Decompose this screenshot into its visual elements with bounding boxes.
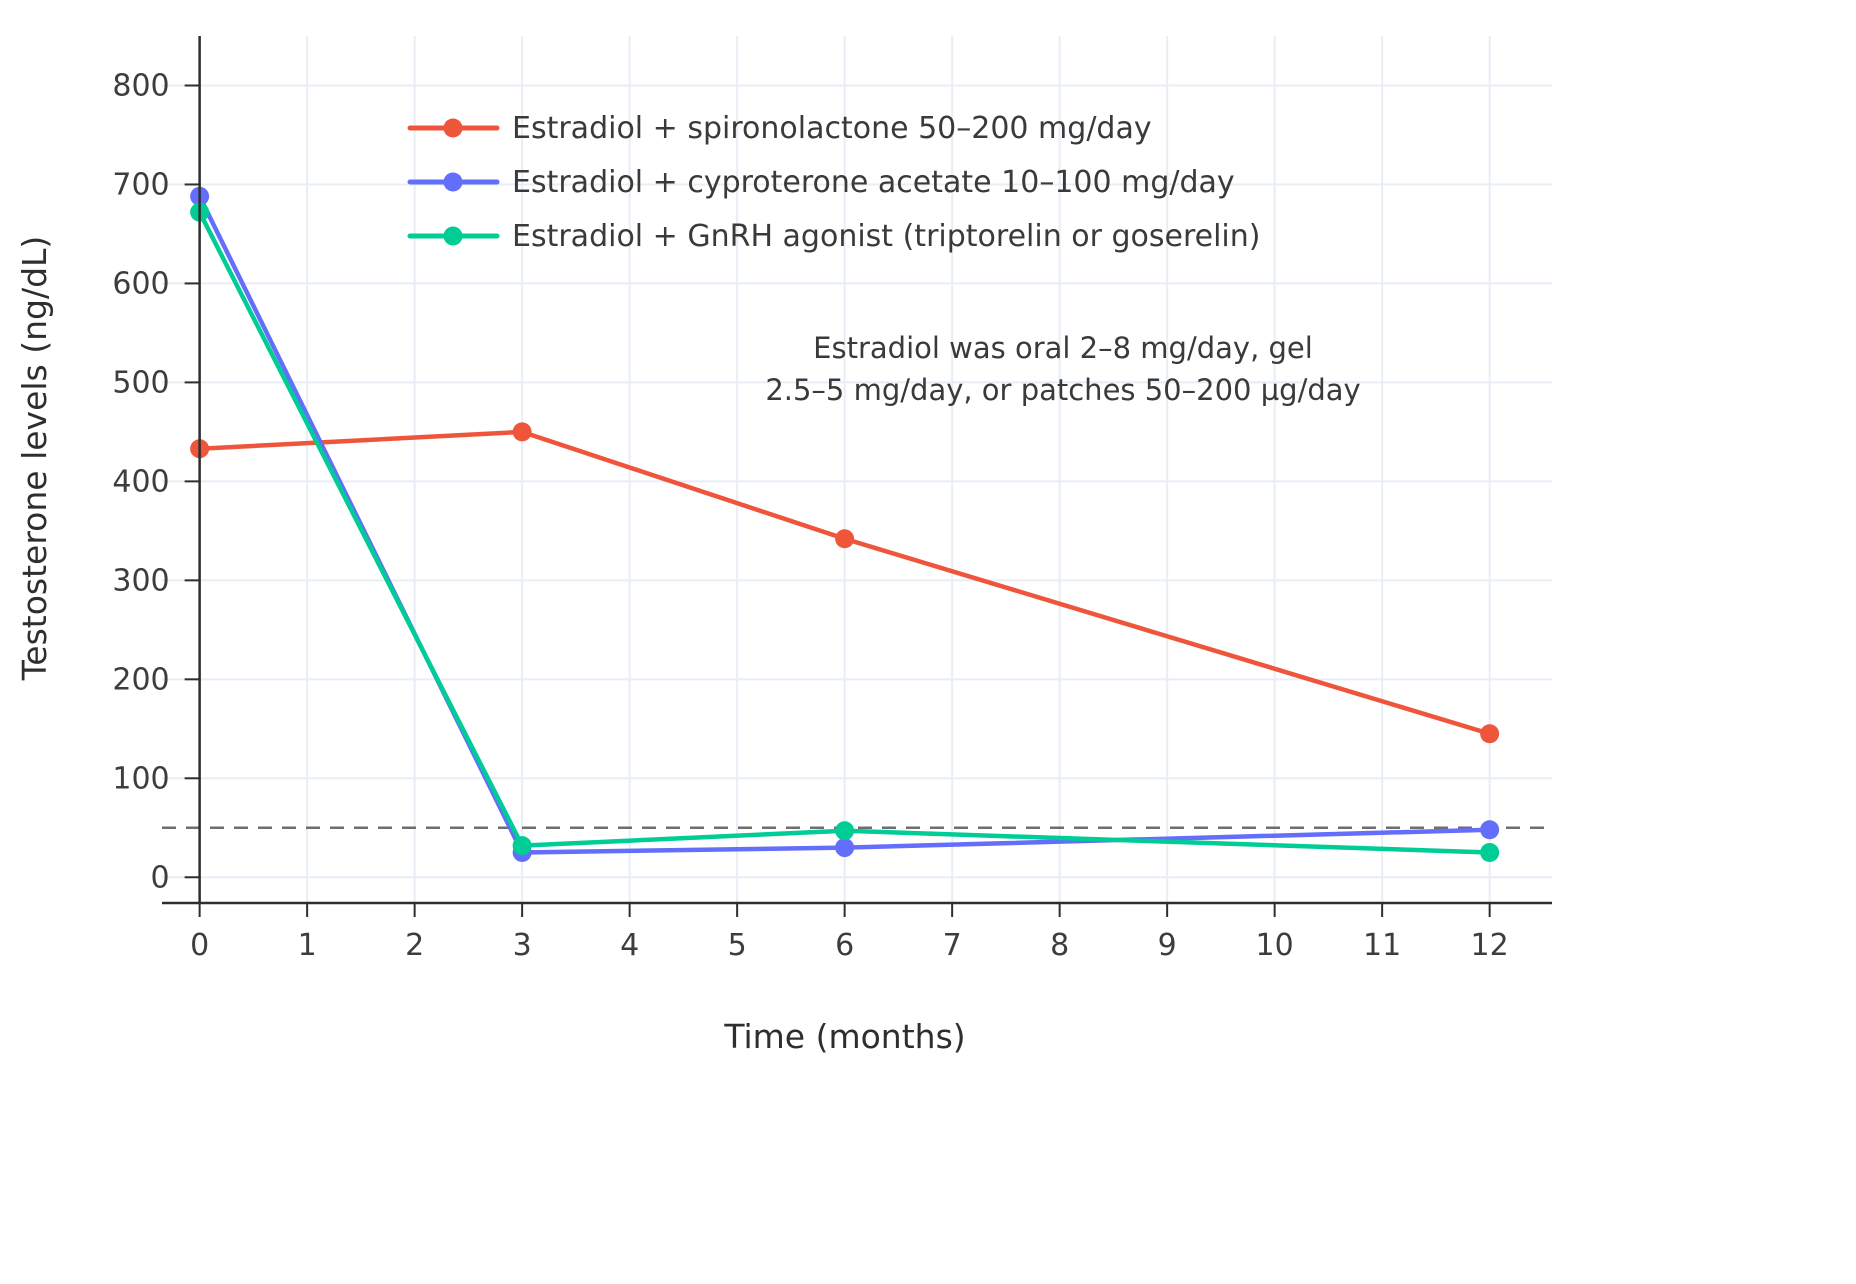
- annotation-line: Estradiol was oral 2–8 mg/day, gel: [813, 331, 1313, 365]
- x-tick-label: 0: [190, 928, 209, 963]
- series-point: [835, 838, 855, 858]
- annotation-line: 2.5–5 mg/day, or patches 50–200 µg/day: [765, 373, 1360, 407]
- series-point: [1480, 843, 1500, 863]
- y-tick-label: 0: [151, 860, 170, 895]
- annotation: Estradiol was oral 2–8 mg/day, gel 2.5–5 …: [765, 331, 1360, 407]
- legend-marker: [443, 172, 463, 192]
- x-axis-title: Time (months): [723, 1017, 965, 1056]
- y-tick-label: 600: [112, 266, 169, 301]
- axis-tick-marks: [184, 84, 1491, 917]
- series-point: [835, 821, 855, 841]
- legend-label: Estradiol + GnRH agonist (triptorelin or…: [512, 219, 1260, 254]
- series-point: [835, 529, 855, 549]
- y-tick-label: 500: [112, 365, 169, 400]
- series-point: [512, 422, 532, 442]
- series-point: [512, 836, 532, 856]
- x-tick-label: 4: [620, 928, 639, 963]
- axis-tick-labels: 0 1 2 3 4 5 6 7 8 9 10 11 12010020030040050060070080…: [112, 68, 1508, 963]
- x-tick-label: 8: [1050, 928, 1069, 963]
- x-tick-label: 12: [1471, 928, 1509, 963]
- legend-marker: [443, 226, 463, 246]
- x-tick-label: 1: [298, 928, 317, 963]
- series-point: [1480, 724, 1500, 744]
- y-axis-title: Testosterone levels (ng/dL): [15, 236, 54, 682]
- legend: Estradiol + spironolactone 50–200 mg/day…: [407, 111, 1260, 254]
- legend-marker: [443, 118, 463, 138]
- x-tick-label: 9: [1158, 928, 1177, 963]
- x-tick-label: 11: [1363, 928, 1401, 963]
- y-tick-label: 300: [112, 563, 169, 598]
- y-tick-label: 400: [112, 464, 169, 499]
- x-tick-label: 5: [728, 928, 747, 963]
- axis-spines: [162, 36, 1552, 905]
- y-tick-label: 800: [112, 68, 169, 103]
- x-tick-label: 10: [1256, 928, 1294, 963]
- y-tick-label: 700: [112, 167, 169, 202]
- x-tick-label: 7: [943, 928, 962, 963]
- y-tick-label: 100: [112, 761, 169, 796]
- series-point: [1480, 820, 1500, 840]
- legend-label: Estradiol + cyproterone acetate 10–100 m…: [512, 165, 1235, 200]
- legend-label: Estradiol + spironolactone 50–200 mg/day: [512, 111, 1152, 146]
- series-line-2: [197, 209, 1492, 855]
- y-tick-label: 200: [112, 662, 169, 697]
- x-tick-label: 2: [405, 928, 424, 963]
- x-tick-label: 6: [835, 928, 854, 963]
- x-tick-label: 3: [513, 928, 532, 963]
- series-line-0: [197, 429, 1492, 737]
